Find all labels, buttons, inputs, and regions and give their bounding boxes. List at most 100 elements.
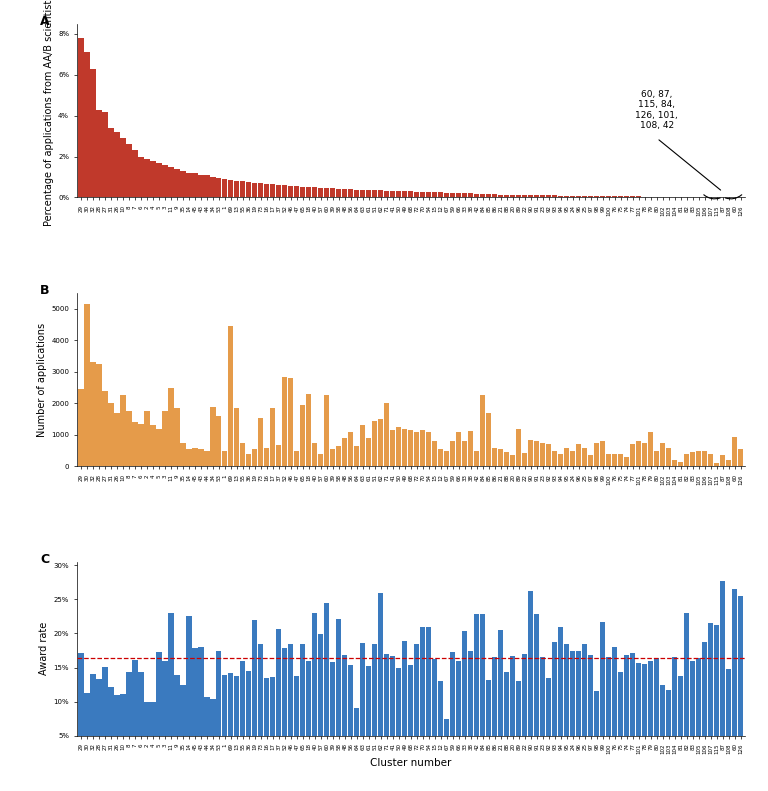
Bar [193, 448, 197, 467]
Y-axis label: Award rate: Award rate [39, 623, 49, 676]
Bar [349, 664, 353, 770]
Bar [456, 432, 462, 467]
Bar [180, 443, 186, 467]
Bar [240, 443, 246, 467]
Bar [336, 446, 342, 467]
Bar [180, 684, 186, 770]
Bar [631, 196, 635, 198]
Bar [174, 408, 180, 467]
Bar [198, 647, 204, 770]
Bar [294, 451, 300, 467]
Bar [366, 438, 372, 467]
Bar [114, 132, 120, 198]
Bar [414, 191, 419, 198]
Bar [343, 189, 347, 198]
Bar [660, 443, 665, 467]
Bar [612, 196, 617, 198]
Bar [276, 185, 282, 198]
Bar [594, 443, 599, 467]
Bar [180, 171, 186, 198]
Bar [462, 193, 468, 198]
Bar [300, 405, 306, 467]
Bar [264, 679, 270, 770]
Bar [217, 650, 221, 770]
Bar [91, 69, 95, 198]
Bar [672, 657, 677, 770]
Bar [324, 396, 329, 467]
Bar [631, 445, 635, 467]
Bar [319, 634, 323, 770]
Bar [97, 109, 101, 198]
Bar [330, 188, 336, 198]
Bar [174, 675, 180, 770]
Bar [588, 655, 594, 770]
Bar [426, 626, 432, 770]
Bar [283, 185, 287, 198]
Bar [319, 187, 323, 198]
Bar [576, 650, 581, 770]
Bar [223, 451, 227, 467]
Bar [253, 183, 257, 198]
Bar [193, 649, 197, 770]
Bar [571, 195, 575, 198]
Bar [648, 660, 654, 770]
Bar [439, 681, 443, 770]
Bar [558, 626, 564, 770]
Bar [390, 656, 396, 770]
Bar [432, 441, 438, 467]
Bar [535, 441, 539, 467]
Bar [666, 690, 671, 770]
Bar [174, 168, 180, 198]
Bar [672, 460, 677, 467]
Bar [157, 652, 161, 770]
Bar [420, 626, 425, 770]
Bar [660, 196, 665, 198]
Bar [654, 451, 660, 467]
Bar [108, 687, 114, 770]
Bar [336, 619, 342, 770]
Bar [510, 456, 515, 467]
Bar [354, 708, 359, 770]
Bar [678, 676, 684, 770]
Bar [300, 645, 306, 770]
Bar [283, 377, 287, 467]
Bar [114, 413, 120, 467]
Bar [601, 196, 605, 198]
Bar [432, 192, 438, 198]
Bar [492, 195, 498, 198]
Bar [138, 424, 144, 467]
Bar [157, 429, 161, 467]
Bar [187, 616, 191, 770]
Bar [121, 396, 125, 467]
Bar [384, 191, 389, 198]
Bar [540, 443, 545, 467]
Bar [84, 52, 90, 198]
Bar [366, 666, 372, 770]
Bar [108, 403, 114, 467]
Bar [540, 195, 545, 198]
Bar [642, 443, 647, 467]
Bar [450, 193, 455, 198]
Bar [198, 449, 204, 467]
Bar [528, 195, 534, 198]
Bar [354, 190, 359, 198]
Bar [102, 391, 108, 467]
Text: B: B [40, 284, 50, 297]
Bar [217, 178, 221, 198]
Bar [690, 660, 695, 770]
Bar [234, 180, 240, 198]
Bar [426, 192, 432, 198]
Bar [313, 613, 317, 770]
Bar [606, 657, 611, 770]
Bar [618, 454, 624, 467]
Bar [168, 388, 174, 467]
Bar [324, 188, 329, 198]
Bar [162, 411, 167, 467]
Text: C: C [40, 554, 49, 566]
Bar [414, 644, 419, 770]
Bar [127, 672, 131, 770]
Bar [247, 182, 251, 198]
X-axis label: Cluster number: Cluster number [370, 758, 452, 768]
Bar [631, 653, 635, 770]
Bar [510, 656, 515, 770]
